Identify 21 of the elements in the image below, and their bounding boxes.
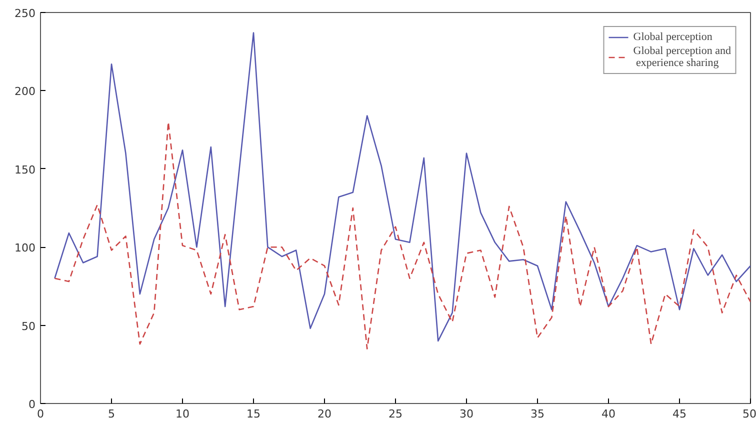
x-tick-label: 10 bbox=[176, 408, 190, 420]
x-tick-label: 15 bbox=[246, 408, 260, 420]
y-tick-label: 150 bbox=[14, 163, 36, 176]
x-tick-label: 40 bbox=[602, 408, 616, 420]
line-series bbox=[54, 32, 750, 342]
x-tick-label: 5 bbox=[108, 408, 115, 420]
x-tick-label: 25 bbox=[388, 408, 402, 420]
y-tick-label: 200 bbox=[14, 85, 36, 98]
y-tick-label: 100 bbox=[14, 242, 36, 255]
legend-label: Global perception and experience sharing bbox=[633, 45, 731, 69]
legend-label: Global perception bbox=[633, 31, 712, 43]
line-series bbox=[54, 121, 750, 350]
x-tick-label: 50 bbox=[742, 408, 756, 420]
y-tick-label: 250 bbox=[14, 7, 36, 20]
y-tick-label: 50 bbox=[22, 320, 36, 333]
x-tick-label: 0 bbox=[37, 408, 44, 420]
x-tick-label: 45 bbox=[672, 408, 686, 420]
x-tick-label: 35 bbox=[530, 408, 544, 420]
x-tick-label: 30 bbox=[460, 408, 474, 420]
y-tick-label: 0 bbox=[28, 398, 36, 411]
x-tick-label: 20 bbox=[318, 408, 332, 420]
